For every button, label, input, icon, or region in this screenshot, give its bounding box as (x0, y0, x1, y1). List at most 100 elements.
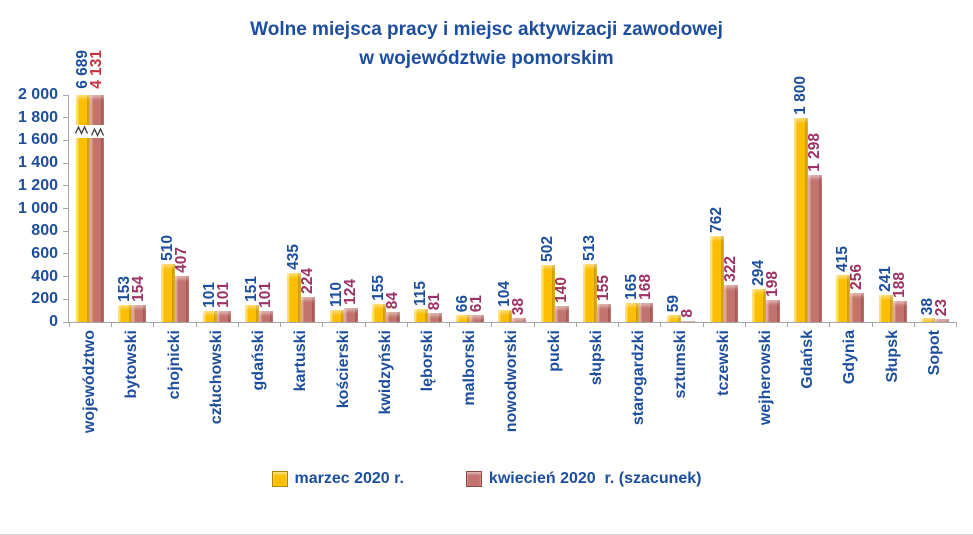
x-axis-label: tczewski (714, 330, 732, 396)
y-axis-tick (63, 94, 69, 96)
y-axis-tick (63, 298, 69, 300)
x-axis-label: starogardzki (630, 330, 648, 426)
x-axis-label: chojnicki (165, 330, 183, 400)
x-axis-tick (196, 322, 197, 327)
bar-marzec (498, 310, 513, 322)
legend-label-marzec: marzec 2020 r. (294, 470, 404, 487)
category-group: 513 155 słupski (576, 95, 618, 385)
category-group: 153 154 bytowski (111, 95, 153, 398)
bar-kwiecien (765, 300, 780, 322)
x-axis-tick (407, 322, 408, 327)
axis-break-squiggle-icon (91, 127, 105, 137)
bar-marzec (202, 311, 217, 322)
y-axis-tick (63, 139, 69, 141)
value-label-kwiecien: 155 (594, 275, 612, 301)
x-axis-label: wejherowski (756, 330, 774, 426)
x-axis-tick (956, 322, 957, 327)
bar-kwiecien (216, 311, 231, 322)
chart-title-line1: Wolne miejsca pracy i miejsc aktywizacji… (250, 19, 723, 40)
bar-kwiecien (934, 319, 949, 322)
x-axis-label: sztumski (672, 330, 690, 399)
y-axis-tick-label: 800 (31, 222, 58, 240)
value-label-marzec: 513 (580, 235, 598, 261)
y-axis-tick-label: 600 (31, 244, 58, 262)
category-group: 151 101 gdański (238, 95, 280, 390)
bar-marzec (456, 315, 471, 322)
x-axis-label: kwidzyński (376, 330, 394, 415)
category-group: 6 689 4 131 województwo (69, 50, 111, 433)
bar-marzec (582, 264, 597, 322)
bar-marzec (625, 303, 640, 322)
x-axis-tick (576, 322, 577, 327)
y-axis-tick (63, 185, 69, 187)
category-group: 1 800 1 298 Gdańsk (787, 76, 829, 388)
value-label-kwiecien: 8 (679, 309, 697, 318)
value-label-kwiecien: 407 (172, 247, 190, 273)
bar-marzec (540, 265, 555, 322)
value-label-kwiecien: 4 131 (88, 50, 106, 89)
category-group: 59 8 sztumski (660, 95, 702, 399)
y-axis-tick (63, 208, 69, 209)
x-axis-label: kartuski (292, 330, 310, 392)
value-label-kwiecien: 198 (763, 271, 781, 297)
x-axis-label: nowodworski (503, 330, 521, 433)
category-group: 502 140 pucki (534, 95, 576, 372)
axis-break-squiggle-icon (75, 125, 89, 135)
bar-marzec (751, 289, 766, 322)
bar-marzec (920, 318, 935, 322)
x-axis-tick (534, 322, 535, 327)
bar-marzec (667, 315, 682, 322)
x-axis-label: pucki (545, 330, 563, 372)
x-axis-tick (660, 322, 661, 327)
bar-kwiecien (343, 308, 358, 322)
category-group: 435 224 kartuski (280, 95, 322, 391)
value-label-kwiecien: 168 (637, 274, 655, 300)
y-axis-tick-label: 1 200 (17, 176, 58, 194)
category-group: 762 322 tczewski (703, 95, 745, 396)
x-axis-label: bytowski (123, 330, 141, 399)
value-label-marzec: 1 800 (792, 76, 810, 115)
y-axis-tick-label: 2 000 (17, 86, 58, 103)
x-axis-tick (280, 322, 281, 327)
y-axis-tick-label: 400 (31, 267, 58, 285)
value-label-kwiecien: 23 (932, 298, 950, 316)
value-label-kwiecien: 140 (552, 277, 570, 303)
bar-kwiecien (428, 313, 442, 322)
category-group: 241 188 Słupsk (872, 95, 914, 382)
x-axis-tick (618, 322, 619, 327)
bar-marzec (245, 305, 260, 322)
x-axis-label: Gdańsk (799, 330, 817, 389)
y-axis-tick-label: 1 800 (17, 108, 58, 126)
bar-kwiecien (301, 297, 316, 322)
x-axis-label: lęborski (419, 330, 436, 392)
x-axis-tick (914, 322, 915, 327)
bar-kwiecien (639, 303, 654, 322)
value-label-kwiecien: 84 (383, 291, 401, 309)
x-axis-label: człuchowski (207, 330, 225, 425)
category-group: 38 23 Sopot (914, 95, 956, 376)
bar-marzec (329, 310, 344, 322)
x-axis-tick (745, 322, 746, 327)
bar-kwiecien (470, 315, 485, 322)
chart-title-line2: w województwie pomorskim (359, 47, 614, 69)
x-axis-tick (238, 322, 239, 327)
chart-title: Wolne miejsca pracy i miejsc aktywizacji… (0, 16, 973, 73)
x-axis-label: słupski (587, 330, 605, 386)
bar-marzec (709, 236, 724, 322)
legend-item-kwiecien: kwiecień 2020 r. (szacunek) (465, 470, 701, 488)
category-group: 110 124 kościerski (322, 95, 364, 408)
value-label-marzec: 502 (538, 236, 556, 262)
x-axis-tick (872, 322, 873, 327)
bar-kwiecien (892, 301, 907, 322)
x-axis-label: Sopot (925, 330, 943, 376)
bar-marzec (371, 304, 386, 322)
value-label-kwiecien: 322 (721, 256, 739, 282)
y-axis-tick (63, 253, 69, 255)
plot-area: 6 689 4 131 województwo 153 154 bytowski 510 40… (63, 50, 957, 433)
y-axis-tick-label: 1 400 (17, 154, 58, 172)
y-axis-tick (63, 230, 69, 232)
value-label-kwiecien: 81 (426, 292, 443, 310)
x-axis-label: województwo (81, 330, 99, 434)
category-group: 115 81 lęborski (407, 95, 449, 391)
